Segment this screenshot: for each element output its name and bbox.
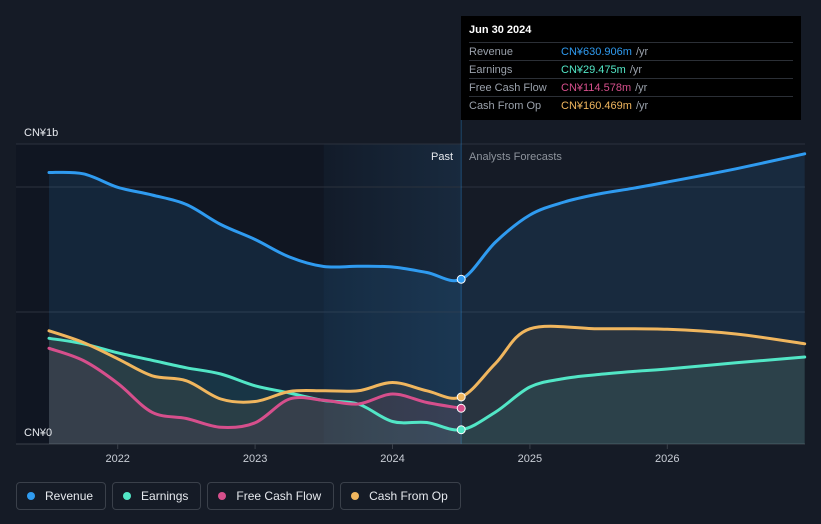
x-tick-label-2024: 2024 — [380, 453, 404, 465]
tooltip-revenue-value: CN¥630.906m — [561, 45, 632, 58]
revenue-line — [47, 152, 807, 283]
x-tick-label-2022: 2022 — [105, 453, 129, 465]
tooltip-row-cash-from-op: Cash From Op CN¥160.469m /yr — [469, 97, 793, 114]
tooltip-fcf-unit: /yr — [635, 81, 648, 94]
legend-item-cash-from-op[interactable]: Cash From Op — [340, 482, 461, 510]
past-label: Past — [431, 151, 453, 163]
legend-item-earnings[interactable]: Earnings — [112, 482, 202, 510]
x-tick-label-2025: 2025 — [518, 453, 542, 465]
tooltip-fcf-value: CN¥114.578m — [561, 81, 632, 94]
legend-item-revenue[interactable]: Revenue — [16, 482, 107, 510]
legend-item-free-cash-flow[interactable]: Free Cash Flow — [207, 482, 335, 510]
tooltip-cfo-name: Cash From Op — [469, 99, 542, 112]
tooltip-earnings-name: Earnings — [469, 63, 513, 76]
x-tick-label-2026: 2026 — [655, 453, 679, 465]
tooltip-row-earnings: Earnings CN¥29.475m /yr — [469, 61, 793, 79]
tooltip-earnings-value: CN¥29.475m — [561, 63, 626, 76]
tooltip: Jun 30 2024 Revenue CN¥630.906m /yr Earn… — [461, 16, 801, 120]
free_cash_flow-line — [47, 346, 463, 430]
y-axis-top-label: CN¥1b — [24, 127, 58, 139]
tooltip-fcf-name: Free Cash Flow — [469, 81, 547, 94]
cash_from_op-marker — [456, 392, 466, 402]
legend: Revenue Earnings Free Cash Flow Cash Fro… — [16, 482, 461, 510]
legend-revenue-label: Revenue — [45, 489, 94, 503]
y-axis-bottom-label: CN¥0 — [24, 427, 52, 439]
legend-fcf-label: Free Cash Flow — [236, 489, 322, 503]
tooltip-row-free-cash-flow: Free Cash Flow CN¥114.578m /yr — [469, 79, 793, 97]
legend-earnings-label: Earnings — [141, 489, 189, 503]
earnings-marker — [456, 425, 466, 435]
forecast-label: Analysts Forecasts — [469, 151, 562, 163]
revenue-dot-icon — [27, 492, 35, 500]
earnings-area — [49, 338, 805, 444]
free_cash_flow-area — [49, 348, 462, 444]
tooltip-cfo-value: CN¥160.469m — [561, 99, 632, 112]
tooltip-revenue-name: Revenue — [469, 45, 514, 58]
x-tick-label-2023: 2023 — [243, 453, 267, 465]
tooltip-date: Jun 30 2024 — [469, 24, 793, 43]
cash_from_op-area — [49, 326, 805, 444]
earnings-dot-icon — [123, 492, 132, 500]
revenue-marker — [456, 274, 466, 284]
earnings-line — [47, 336, 807, 432]
legend-cfo-label: Cash From Op — [369, 489, 448, 503]
tooltip-revenue-unit: /yr — [635, 45, 649, 58]
tooltip-earnings-unit: /yr — [629, 63, 643, 76]
cash_from_op-line — [47, 324, 807, 404]
tooltip-cfo-unit: /yr — [635, 99, 649, 112]
free-cash-flow-dot-icon — [218, 492, 227, 500]
free_cash_flow-marker — [456, 403, 466, 413]
tooltip-row-revenue: Revenue CN¥630.906m /yr — [469, 43, 793, 61]
cash-from-op-dot-icon — [351, 492, 360, 500]
